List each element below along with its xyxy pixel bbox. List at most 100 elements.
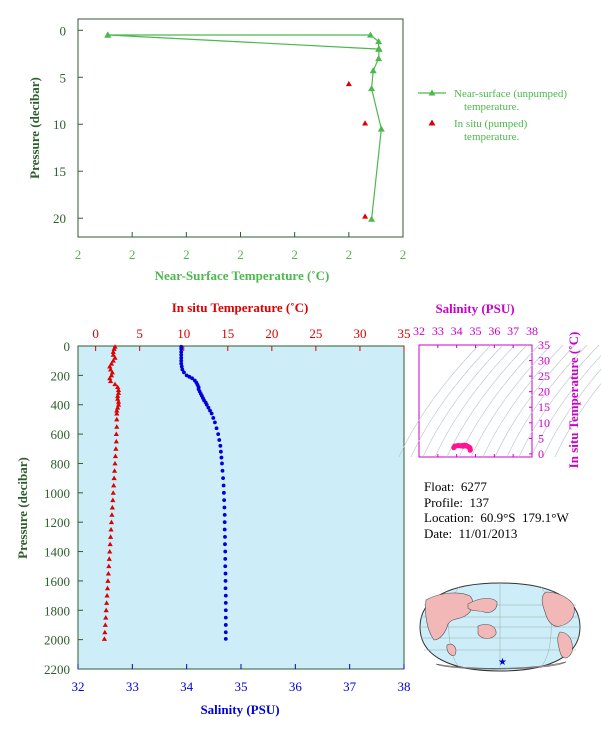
salinity-point [220, 461, 224, 466]
ts-plot-frame [418, 344, 533, 458]
profile-y-axis-label: Pressure (decibar) [15, 457, 30, 559]
salinity-point [223, 579, 228, 583]
temperature-point [107, 363, 113, 369]
ts-x-tick-label: 35 [470, 324, 482, 338]
ts-x-tick-label: 33 [432, 324, 444, 338]
salinity-bottom-tick-label: 36 [289, 679, 303, 694]
density-contour [482, 344, 564, 458]
temperature-point [109, 512, 115, 517]
temperature-point [105, 578, 111, 583]
world-map-inset: ★ [419, 582, 581, 672]
top-x-tick-label: 2 [183, 247, 190, 262]
salinity-point [222, 498, 227, 503]
profile-bottom-axis-label: Salinity (PSU) [200, 702, 279, 717]
temperature-point [106, 556, 112, 561]
temperature-point [104, 592, 110, 598]
unpumped-temperature-point [367, 31, 374, 38]
salinity-point [216, 432, 221, 436]
salinity-bottom-tick-label: 32 [72, 679, 85, 694]
ts-x-tick-label: 32 [413, 324, 425, 338]
salinity-point [180, 367, 185, 372]
pumped-temperature-point [345, 80, 352, 87]
salinity-point [223, 601, 228, 605]
temperature-point [111, 346, 117, 351]
ts-y-tick-label: 5 [538, 431, 544, 445]
unpumped-temperature-point [377, 125, 385, 132]
salinity-point [208, 408, 212, 413]
temperature-point [111, 468, 118, 473]
ts-x-tick-label: 34 [451, 324, 463, 338]
pumped-temperature-point [362, 120, 369, 126]
float-location-marker: ★ [498, 657, 507, 668]
salinity-point [206, 405, 211, 410]
temperature-point [110, 490, 116, 495]
ts-x-tick-label: 38 [526, 324, 538, 338]
salinity-point [223, 637, 228, 641]
salinity-point [179, 355, 184, 360]
unpumped-temperature-point [375, 45, 383, 52]
near-surface-temperature-chart: 2 2 2 2 2 2 2 0 5 10 15 20 Near-Surface Temperatur… [27, 18, 567, 283]
temperature-point [110, 352, 116, 357]
temperature-point [113, 446, 119, 451]
temp-top-tick-label: 15 [221, 326, 234, 341]
pressure-tick-label: 1200 [44, 515, 70, 530]
density-contour [434, 344, 516, 458]
salinity-point [223, 564, 228, 569]
density-contours [398, 344, 601, 458]
temperature-point [107, 375, 113, 381]
ts-y-tick-label: 0 [538, 447, 544, 461]
pressure-tick-label: 2000 [44, 633, 70, 648]
temp-top-tick-label: 35 [398, 326, 411, 341]
temperature-point [108, 519, 115, 525]
temperature-point [112, 381, 118, 387]
top-x-tick-label: 2 [75, 247, 82, 262]
temperature-point [114, 424, 120, 429]
salinity-point [213, 420, 217, 425]
ts-title: Salinity (PSU) [435, 301, 514, 316]
profile-number: Profile: 137 [424, 494, 489, 510]
temperature-point [105, 570, 111, 576]
pressure-tick-label: 1800 [44, 603, 70, 618]
legend-label-unpumped-2: temperature. [464, 101, 520, 113]
temperature-point [106, 563, 112, 569]
density-contour [542, 368, 601, 458]
top-x-tick-label: 2 [129, 247, 136, 262]
top-plot-frame [77, 18, 404, 238]
unpumped-temperature-point [368, 215, 376, 222]
salinity-bottom-tick-label: 34 [180, 679, 194, 694]
temperature-point [112, 355, 118, 360]
temp-top-tick-label: 30 [353, 326, 366, 341]
ts-x-tick-label: 36 [488, 324, 500, 338]
pressure-tick-label: 2200 [44, 662, 70, 677]
temperature-point [115, 399, 122, 404]
temperature-point [115, 387, 122, 392]
unpumped-temperature-point [368, 85, 376, 92]
temperature-point [112, 453, 119, 459]
salinity-bottom-tick-label: 37 [343, 679, 357, 694]
pressure-tick-label: 0 [64, 339, 71, 354]
unpumped-temperature-point [104, 31, 112, 38]
temperature-point [103, 615, 109, 620]
pressure-tick-label: 600 [51, 427, 71, 442]
temperature-point [115, 396, 121, 401]
temp-top-tick-label: 5 [136, 326, 143, 341]
density-contour [470, 344, 552, 458]
temperature-point [114, 410, 120, 416]
ts-y-tick-label: 25 [538, 369, 550, 383]
temperature-point [111, 475, 117, 481]
legend-label-pumped-1: In situ (pumped) [454, 118, 528, 130]
temperature-point [108, 378, 114, 384]
ts-y-axis-label: In situ Temperature (˚C) [566, 332, 581, 469]
ts-y-tick-label: 30 [538, 354, 550, 368]
map-land [425, 591, 575, 670]
salinity-point [222, 520, 227, 525]
salinity-point [223, 615, 228, 620]
salinity-point [179, 358, 184, 363]
salinity-point [214, 426, 219, 431]
salinity-point [223, 534, 227, 539]
temp-top-tick-label: 0 [92, 326, 99, 341]
unpumped-temperature-point [375, 54, 383, 62]
top-y-tick-label: 15 [53, 164, 66, 179]
density-contour [494, 344, 576, 458]
